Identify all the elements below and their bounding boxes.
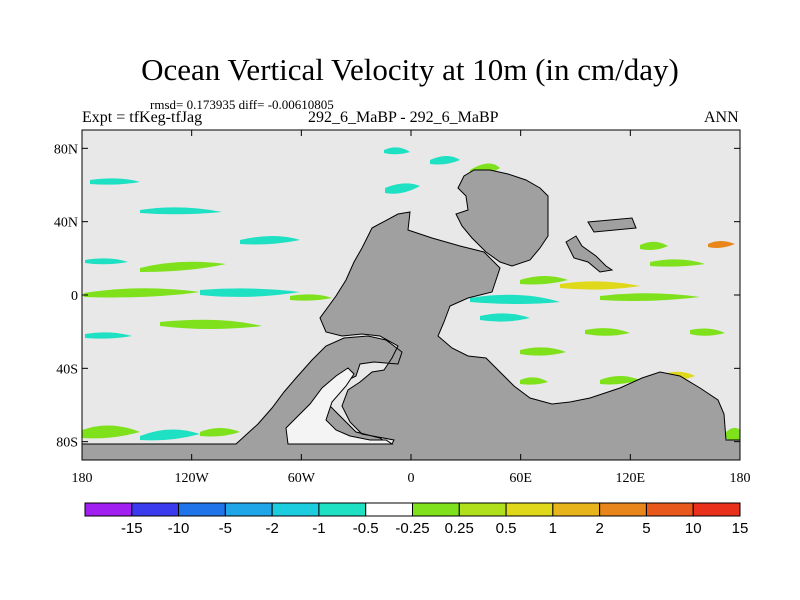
anomaly-patch xyxy=(290,294,332,301)
anomaly-patch xyxy=(200,288,300,297)
colorbar-swatch xyxy=(178,502,226,517)
colorbar-swatch xyxy=(224,502,273,517)
map-title: Ocean Vertical Velocity at 10m (in cm/da… xyxy=(141,52,679,87)
anomaly-patch xyxy=(520,276,568,285)
y-tick-label: 40S xyxy=(56,362,78,377)
x-tick-label: 120W xyxy=(175,471,210,486)
colorbar-label: -0.25 xyxy=(395,520,429,537)
anomaly-patches xyxy=(82,147,740,441)
colorbar-label: 2 xyxy=(595,520,603,537)
colorbar-swatch xyxy=(552,502,601,517)
colorbar-swatch xyxy=(599,502,647,517)
colorbar-label: 1 xyxy=(549,520,557,537)
colorbar-label: 10 xyxy=(685,520,702,537)
colorbar: -15 -10 -5 -2 -1 -0.5 -0.25 0.25 0.5 1 2 5 10 15 xyxy=(84,502,749,537)
stats-label: rmsd= 0.173935 diff= -0.00610805 xyxy=(150,97,334,112)
colorbar-label: 5 xyxy=(642,520,650,537)
colorbar-swatch xyxy=(505,502,554,517)
x-tick-label: 180 xyxy=(72,471,93,486)
anomaly-patch xyxy=(82,425,140,439)
y-tick-label: 40N xyxy=(54,216,78,231)
x-tick-label: 60W xyxy=(288,471,316,486)
anomaly-patch xyxy=(560,281,640,290)
colorbar-label: -15 xyxy=(121,520,143,537)
anomaly-patch xyxy=(140,207,222,215)
anomaly-patch xyxy=(160,319,262,329)
anomaly-patch xyxy=(480,313,530,322)
inland-lake xyxy=(285,367,394,445)
anomaly-patch xyxy=(690,328,725,336)
colorbar-label: -5 xyxy=(219,520,232,537)
anomaly-patch xyxy=(600,293,700,301)
anomaly-patch xyxy=(385,183,420,194)
land-masses xyxy=(81,169,741,461)
colorbar-label: 0.5 xyxy=(496,520,517,537)
x-tick-label: 0 xyxy=(408,471,415,486)
x-tick-label: 180 xyxy=(730,471,751,486)
anomaly-patch xyxy=(140,261,226,272)
land-eurasia xyxy=(455,169,549,267)
land-island xyxy=(565,235,614,273)
x-tick-label: 120E xyxy=(616,471,646,486)
anomaly-patch xyxy=(600,376,640,385)
y-tick-label: 80N xyxy=(54,142,78,157)
anomaly-patch xyxy=(520,347,566,356)
land-island xyxy=(587,217,637,233)
colorbar-label: -10 xyxy=(168,520,190,537)
anomaly-patch xyxy=(650,259,705,267)
anomaly-patch xyxy=(470,294,560,304)
y-tick-label: 80S xyxy=(56,436,78,451)
x-tick-label: 60E xyxy=(509,471,532,486)
colorbar-swatch xyxy=(458,502,507,517)
anomaly-patch xyxy=(84,288,200,298)
anomaly-patch xyxy=(726,427,740,441)
y-tick-label: 0 xyxy=(71,289,78,304)
colorbar-swatch xyxy=(84,502,133,517)
colorbar-swatch xyxy=(131,502,180,517)
anomaly-patch xyxy=(85,332,132,339)
colorbar-swatch xyxy=(318,502,367,517)
season-label: ANN xyxy=(704,109,739,126)
colorbar-swatch xyxy=(271,502,320,517)
experiment-label: Expt = tfKeg-tfJag xyxy=(82,109,203,126)
anomaly-patch xyxy=(520,377,548,385)
anomaly-patch xyxy=(384,147,410,155)
anomaly-patch xyxy=(240,236,300,245)
anomaly-patch xyxy=(640,241,668,250)
anomaly-patch xyxy=(140,429,200,441)
anomaly-patch xyxy=(430,156,460,165)
colorbar-swatch xyxy=(365,502,414,517)
anomaly-patch xyxy=(708,241,735,248)
colorbar-label: 15 xyxy=(732,520,749,537)
colorbar-label: -1 xyxy=(312,520,325,537)
land-americas xyxy=(81,211,741,461)
colorbar-label: -0.5 xyxy=(353,520,379,537)
colorbar-swatch xyxy=(692,502,741,517)
colorbar-swatch xyxy=(645,502,694,517)
anomaly-patch xyxy=(585,328,630,336)
anomaly-patch xyxy=(90,178,140,185)
case-label: 292_6_MaBP - 292_6_MaBP xyxy=(308,109,499,126)
colorbar-swatch xyxy=(412,502,460,517)
colorbar-label: 0.25 xyxy=(445,520,474,537)
anomaly-patch xyxy=(85,258,128,265)
axis-ticks: 180 120W 60W 0 60E 120E 180 80N 40N 0 40S 80S xyxy=(54,130,751,486)
colorbar-label: -2 xyxy=(265,520,278,537)
anomaly-patch xyxy=(200,428,240,437)
